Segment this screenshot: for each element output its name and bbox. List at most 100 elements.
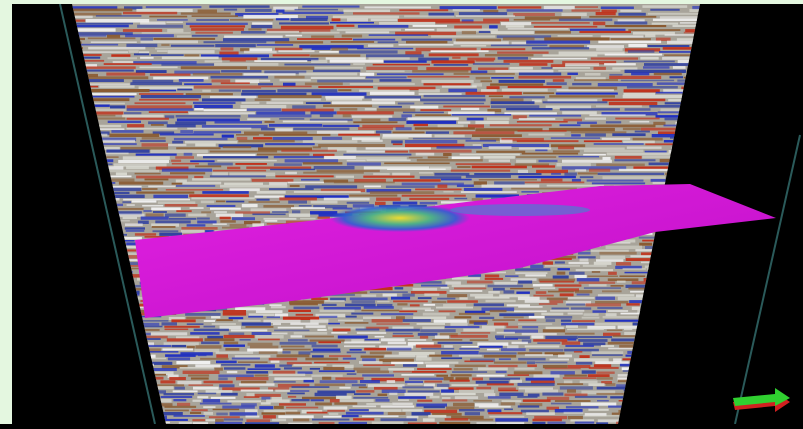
trace-segment xyxy=(311,47,331,50)
trace-segment xyxy=(314,66,364,69)
trace-segment xyxy=(122,29,163,32)
trace-segment xyxy=(475,403,499,407)
trace-segment xyxy=(578,336,613,339)
trace-segment xyxy=(363,306,394,309)
trace-segment xyxy=(637,406,665,409)
trace-segment xyxy=(201,54,269,58)
trace-segment xyxy=(208,416,240,419)
trace-segment xyxy=(415,344,442,348)
trace-segment xyxy=(165,213,186,217)
trace-segment xyxy=(563,118,582,122)
trace-segment xyxy=(601,9,617,13)
trace-segment xyxy=(215,421,243,424)
trace-segment xyxy=(87,274,103,278)
trace-segment xyxy=(398,43,454,46)
trace-segment xyxy=(566,303,586,306)
trace-segment xyxy=(625,258,662,261)
trace-segment xyxy=(596,422,609,424)
trace-segment xyxy=(572,320,595,323)
trace-segment xyxy=(379,21,436,25)
trace-segment xyxy=(489,25,498,29)
trace-segment xyxy=(451,284,486,288)
trace-segment xyxy=(331,332,348,334)
trace-segment xyxy=(459,297,468,300)
trace-segment xyxy=(561,341,581,345)
trace-segment xyxy=(303,171,364,174)
trace-segment xyxy=(336,395,352,399)
trace-segment xyxy=(417,297,432,300)
trace-segment xyxy=(417,368,452,370)
trace-segment xyxy=(595,301,629,304)
trace-segment xyxy=(140,21,166,25)
trace-segment xyxy=(591,271,601,273)
trace-segment xyxy=(379,79,412,82)
trace-segment xyxy=(263,409,298,413)
trace-segment xyxy=(595,322,633,326)
trace-segment xyxy=(612,67,638,70)
trace-segment xyxy=(149,15,188,18)
trace-segment xyxy=(246,393,255,397)
trace-segment xyxy=(186,316,206,320)
trace-segment xyxy=(136,325,163,328)
trace-segment xyxy=(210,75,269,79)
trace-segment xyxy=(133,53,150,56)
trace-segment xyxy=(223,38,290,42)
trace-segment xyxy=(170,172,206,175)
trace-segment xyxy=(524,345,560,348)
trace-segment xyxy=(290,390,310,392)
trace-segment xyxy=(339,399,374,402)
trace-segment xyxy=(587,275,618,277)
trace-segment xyxy=(545,335,578,340)
trace-segment xyxy=(451,415,484,420)
trace-segment xyxy=(254,60,308,62)
trace-segment xyxy=(122,380,154,384)
trace-segment xyxy=(476,386,492,390)
trace-segment xyxy=(610,285,624,287)
trace-segment xyxy=(408,156,423,159)
bounding-edge xyxy=(734,134,801,425)
trace-segment xyxy=(94,345,127,349)
trace-segment xyxy=(321,303,337,306)
trace-segment xyxy=(557,383,584,385)
trace-segment xyxy=(90,249,105,253)
trace-segment xyxy=(503,316,524,319)
trace-segment xyxy=(201,125,268,129)
trace-segment xyxy=(264,120,275,123)
trace-segment xyxy=(484,393,496,397)
trace-segment xyxy=(407,422,437,424)
trace-segment xyxy=(322,376,332,380)
trace-segment xyxy=(503,59,554,63)
trace-segment xyxy=(677,59,700,64)
trace-segment xyxy=(164,204,198,207)
trace-segment xyxy=(491,77,514,79)
trace-segment xyxy=(285,411,301,415)
trace-segment xyxy=(272,137,313,141)
trace-segment xyxy=(291,399,310,402)
trace-segment xyxy=(546,82,567,86)
trace-segment xyxy=(460,191,517,193)
trace-segment xyxy=(685,382,700,386)
trace-segment xyxy=(671,419,682,422)
trace-segment xyxy=(302,162,343,165)
trace-segment xyxy=(578,281,616,284)
trace-segment xyxy=(434,386,448,390)
trace-segment xyxy=(449,379,470,382)
trace-segment xyxy=(518,323,553,325)
trace-segment xyxy=(559,108,620,111)
trace-segment xyxy=(366,54,424,58)
trace-segment xyxy=(466,280,493,284)
trace-segment xyxy=(529,349,564,352)
trace-segment xyxy=(140,408,159,411)
trace-segment xyxy=(89,163,113,166)
trace-segment xyxy=(72,188,102,190)
trace-segment xyxy=(290,335,303,338)
trace-segment xyxy=(554,409,583,413)
trace-segment xyxy=(459,348,480,350)
trace-segment xyxy=(567,416,583,420)
trace-segment xyxy=(120,146,169,150)
trace-segment xyxy=(302,140,358,143)
trace-segment xyxy=(397,303,408,306)
trace-segment xyxy=(561,166,627,170)
trace-segment xyxy=(173,137,228,141)
trace-segment xyxy=(314,392,347,397)
